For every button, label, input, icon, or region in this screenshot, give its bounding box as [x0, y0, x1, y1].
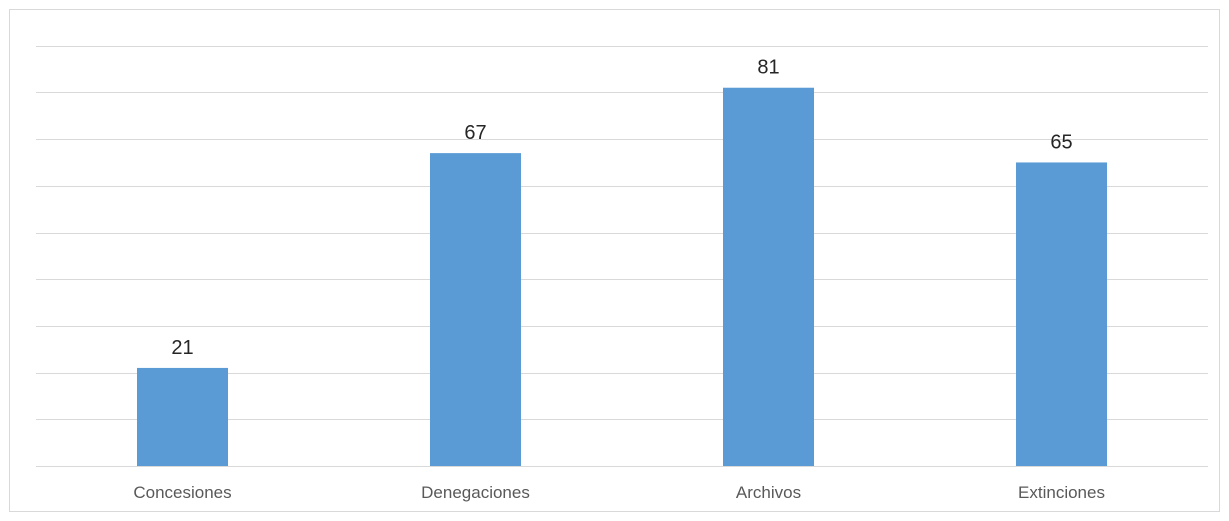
x-tick-label-concesiones: Concesiones	[133, 483, 231, 502]
bar-extinciones	[1016, 162, 1107, 466]
x-tick-label-archivos: Archivos	[736, 483, 801, 502]
data-label-concesiones: 21	[171, 337, 193, 359]
x-tick-label-extinciones: Extinciones	[1018, 483, 1105, 502]
bar-chart: 21 67 81 65 Concesiones Denegaciones Archivos…	[36, 46, 1208, 502]
data-labels: 21 67 81 65	[171, 57, 1072, 359]
bar-archivos	[723, 87, 814, 466]
gridlines	[36, 46, 1208, 467]
chart-frame: 21 67 81 65 Concesiones Denegaciones Archivos…	[9, 9, 1220, 512]
bars	[137, 87, 1107, 467]
x-tick-label-denegaciones: Denegaciones	[421, 483, 530, 502]
data-label-extinciones: 65	[1050, 131, 1072, 153]
x-axis-tick-labels: Concesiones Denegaciones Archivos Extincion…	[133, 483, 1105, 502]
bar-concesiones	[137, 367, 228, 466]
data-label-archivos: 81	[757, 57, 779, 79]
bar-denegaciones	[430, 153, 521, 467]
data-label-denegaciones: 67	[464, 122, 486, 144]
